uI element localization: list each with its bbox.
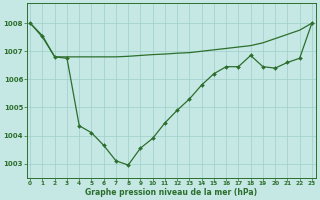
X-axis label: Graphe pression niveau de la mer (hPa): Graphe pression niveau de la mer (hPa) — [85, 188, 257, 197]
